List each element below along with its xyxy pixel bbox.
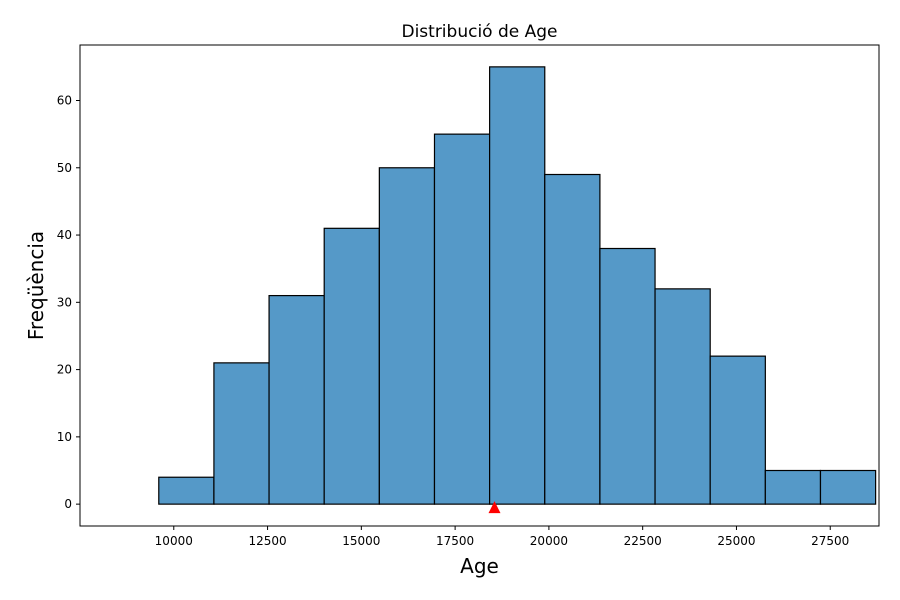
histogram-bar	[764, 469, 822, 505]
chart-title: Distribució de Age	[401, 22, 557, 42]
mean-marker-triangle	[488, 501, 501, 514]
histogram-bar	[433, 133, 491, 505]
x-axis-ticks: 10000 12500 15000 17500 20000 22500 25000 27500	[155, 526, 849, 548]
plot-frame	[79, 44, 880, 527]
histogram-bar	[323, 227, 380, 505]
x-tick-label: 25000	[717, 534, 755, 548]
x-tick-label: 15000	[342, 534, 380, 548]
histogram-bar	[709, 355, 766, 505]
histogram-bar	[158, 476, 215, 505]
y-tick-label: 20	[57, 363, 72, 377]
histogram-bar	[819, 469, 877, 505]
histogram-bar	[544, 173, 601, 505]
y-tick-label: 40	[57, 228, 72, 242]
marker-layer	[488, 501, 501, 514]
bars-layer	[158, 66, 877, 505]
x-tick-label: 17500	[436, 534, 474, 548]
y-tick-label: 50	[57, 161, 72, 175]
histogram-bar	[599, 247, 656, 505]
y-tick-label: 60	[57, 94, 72, 108]
x-tick-label: 12500	[248, 534, 286, 548]
y-tick-label: 10	[57, 430, 72, 444]
x-tick-label: 22500	[624, 534, 662, 548]
x-tick-label: 27500	[811, 534, 849, 548]
histogram-bar	[654, 288, 711, 505]
y-tick-label: 30	[57, 295, 72, 309]
histogram-bar	[378, 167, 436, 505]
histogram-bar	[213, 362, 270, 505]
x-tick-label: 10000	[155, 534, 193, 548]
y-axis-title: Freqüència	[24, 231, 48, 340]
histogram-bar	[268, 294, 325, 505]
x-axis-title: Age	[460, 554, 499, 578]
x-tick-label: 20000	[530, 534, 568, 548]
y-axis-ticks: 0 10 20 30 40 50 60	[57, 94, 80, 511]
y-tick-label: 0	[64, 497, 72, 511]
histogram-bar	[489, 66, 546, 505]
